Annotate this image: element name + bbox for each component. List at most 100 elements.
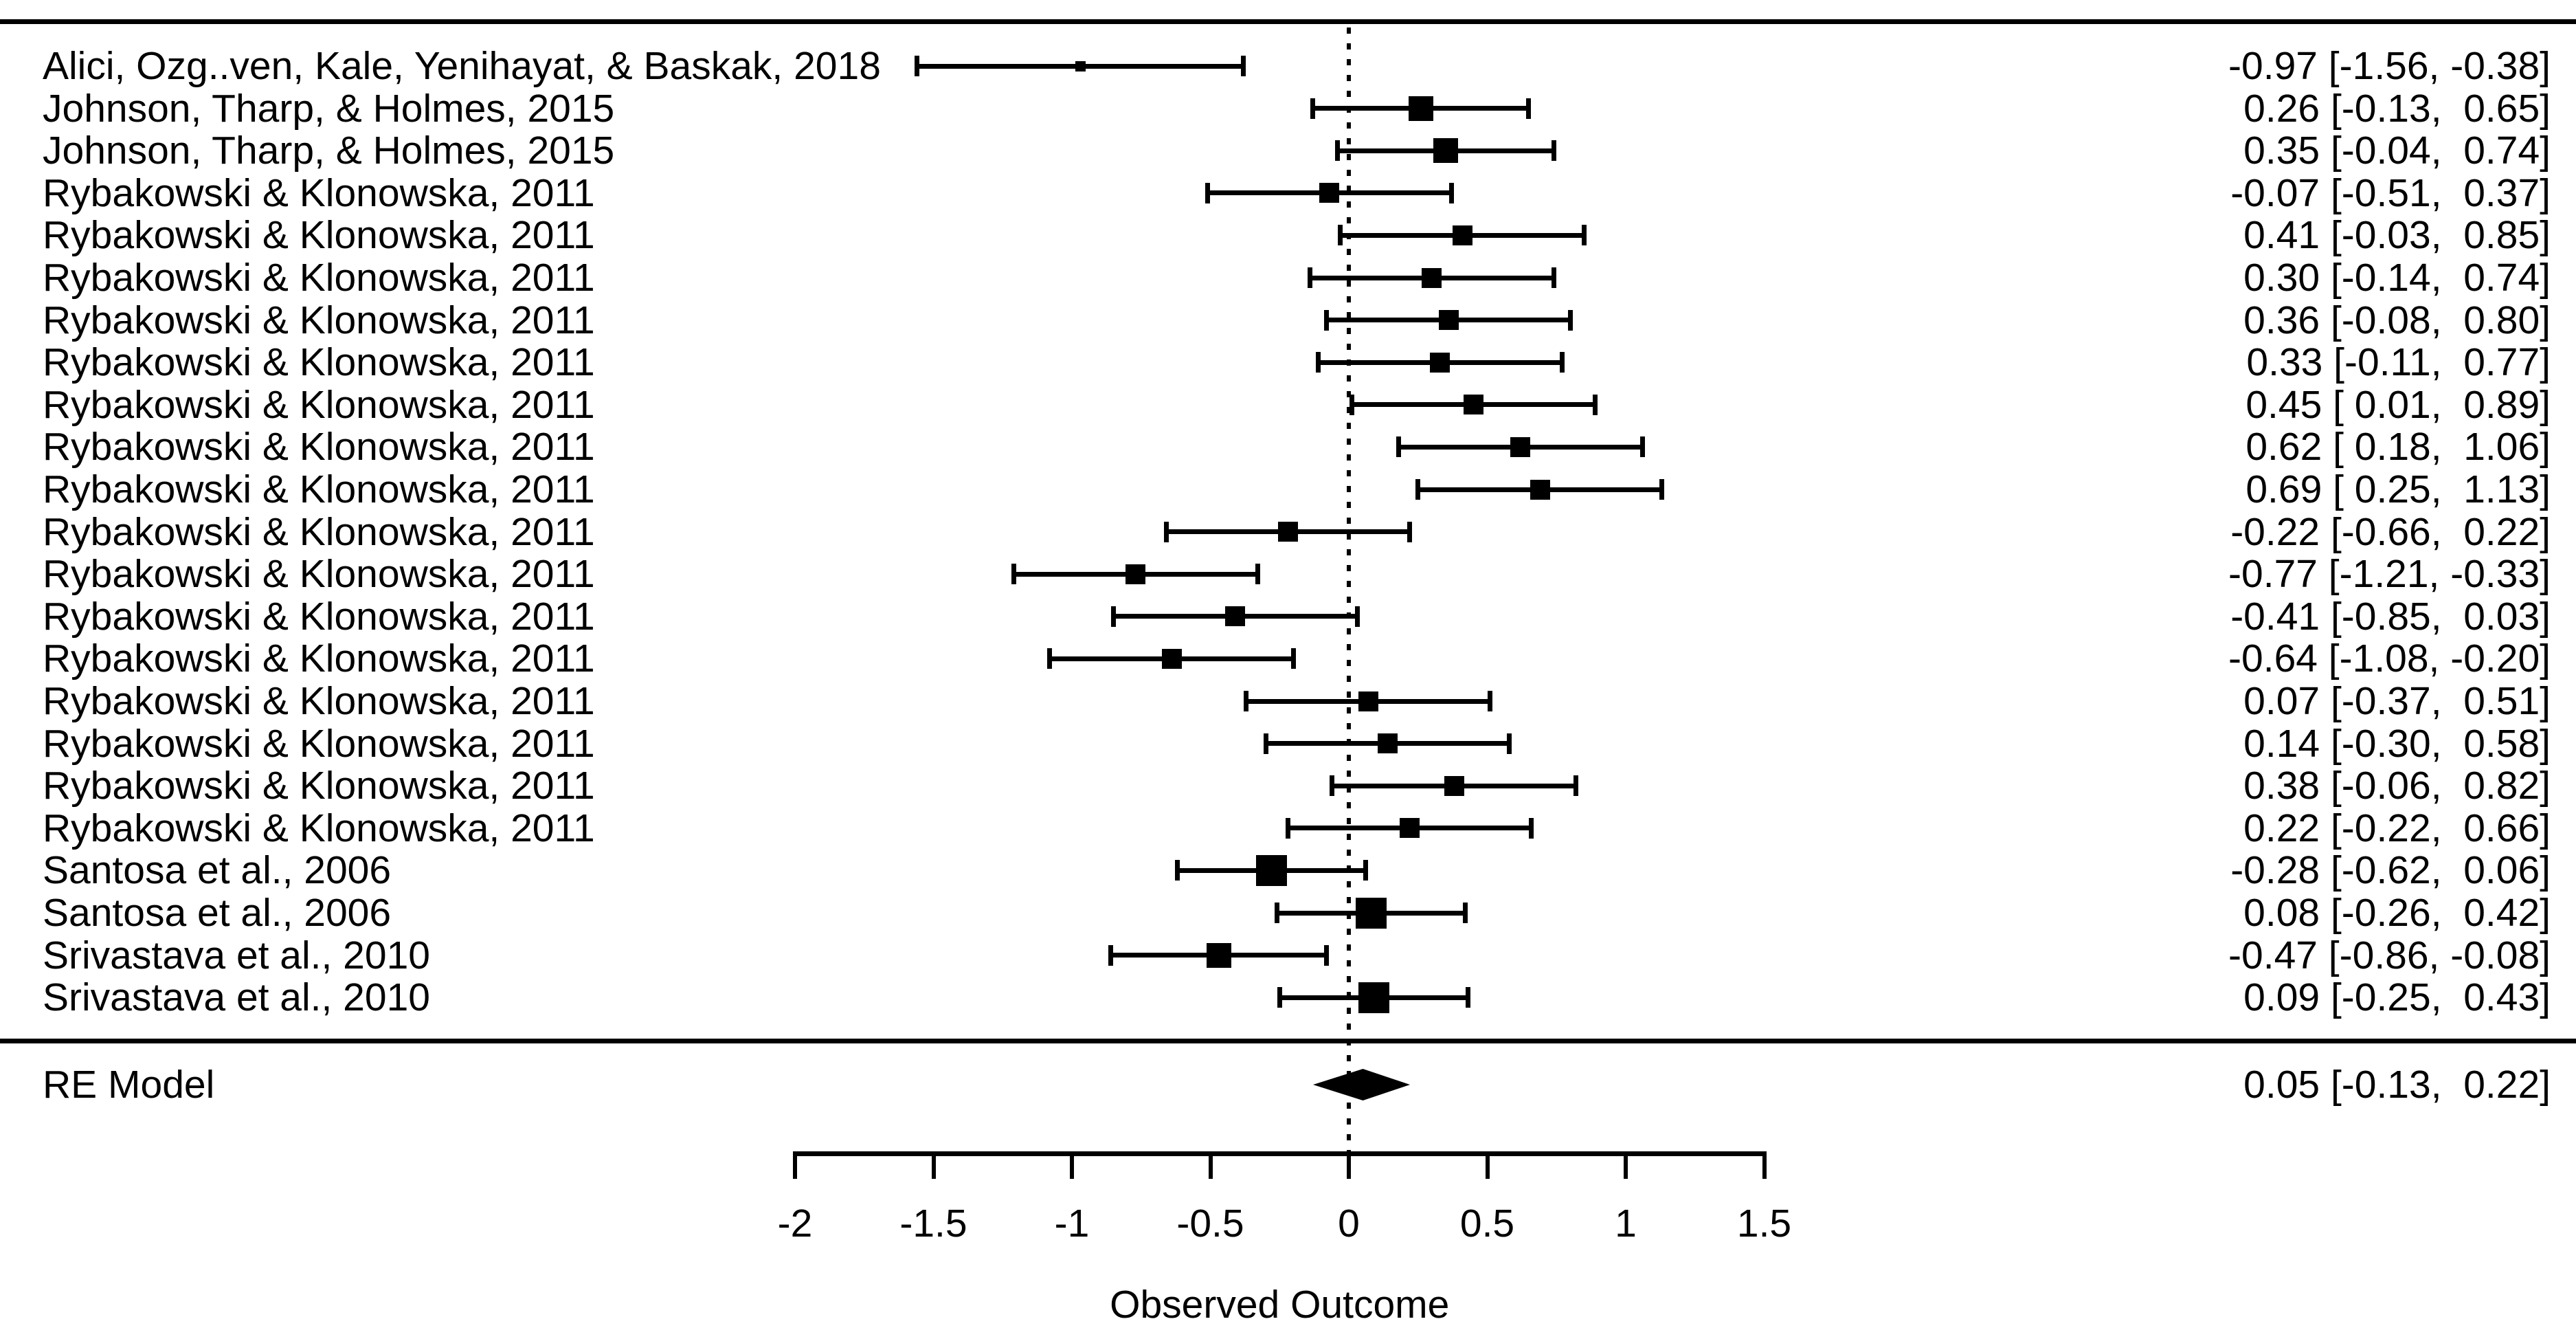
estimate-square <box>1161 648 1182 669</box>
x-axis-tick-label: 1.5 <box>1736 1202 1792 1246</box>
x-axis-tick <box>1624 1151 1628 1179</box>
ci-cap-right <box>1241 56 1246 76</box>
ci-cap-left <box>1308 267 1313 288</box>
x-axis-tick-label: 0 <box>1338 1202 1360 1246</box>
study-value: -0.77 [-1.21, -0.33] <box>2228 552 2551 597</box>
ci-cap-right <box>1465 987 1470 1008</box>
x-axis-tick <box>793 1151 797 1179</box>
estimate-square <box>1463 395 1483 415</box>
ci-cap-right <box>1551 140 1556 162</box>
ci-cap-right <box>1488 691 1493 711</box>
x-axis-title: Observed Outcome <box>1110 1283 1450 1327</box>
estimate-square <box>1510 436 1531 457</box>
ci-cap-right <box>1290 648 1296 669</box>
estimate-square <box>1377 733 1398 754</box>
ci-cap-right <box>1659 479 1664 500</box>
top-rule <box>0 19 2576 24</box>
estimate-square <box>1225 606 1246 627</box>
ci-cap-left <box>1110 606 1116 627</box>
study-label: Rybakowski & Klonowska, 2011 <box>43 764 595 808</box>
ci-cap-left <box>1244 691 1249 711</box>
x-axis-tick-label: -1.5 <box>899 1202 967 1246</box>
estimate-square <box>1358 691 1378 711</box>
ci-cap-left <box>1310 98 1316 119</box>
study-value: -0.28 [-0.62, 0.06] <box>2230 848 2551 893</box>
ci-cap-right <box>1582 225 1587 246</box>
ci-cap-left <box>1108 944 1113 966</box>
estimate-square <box>1358 982 1389 1013</box>
ci-cap-right <box>1255 564 1260 585</box>
study-label: Rybakowski & Klonowska, 2011 <box>43 594 595 639</box>
ci-cap-left <box>1324 309 1330 331</box>
ci-cap-right <box>1559 352 1565 373</box>
estimate-square <box>1400 818 1420 839</box>
study-value: -0.41 [-0.85, 0.03] <box>2230 594 2551 639</box>
x-axis-tick <box>1347 1151 1351 1179</box>
estimate-square <box>1075 60 1086 71</box>
study-label: Rybakowski & Klonowska, 2011 <box>43 637 595 681</box>
study-label: Rybakowski & Klonowska, 2011 <box>43 298 595 342</box>
x-axis-tick <box>931 1151 936 1179</box>
estimate-square <box>1408 96 1433 121</box>
ci-cap-right <box>1567 309 1573 331</box>
study-label: Johnson, Tharp, & Holmes, 2015 <box>43 129 615 173</box>
ci-cap-left <box>914 56 919 76</box>
ci-cap-left <box>1274 903 1279 923</box>
estimate-square <box>1255 854 1287 886</box>
ci-cap-right <box>1593 394 1598 415</box>
x-axis-tick-label: -1 <box>1054 1202 1090 1246</box>
ci-cap-left <box>1047 648 1053 669</box>
x-axis-tick-label: -0.5 <box>1176 1202 1244 1246</box>
study-value: 0.30 [-0.14, 0.74] <box>2243 256 2551 300</box>
ci-cap-left <box>1174 860 1180 881</box>
x-axis-tick <box>1208 1151 1213 1179</box>
ci-cap-left <box>1285 817 1290 839</box>
estimate-square <box>1355 897 1387 929</box>
study-value: 0.38 [-0.06, 0.82] <box>2243 764 2551 808</box>
study-value: 0.08 [-0.26, 0.42] <box>2243 891 2551 935</box>
ci-cap-right <box>1573 775 1578 797</box>
summary-value: 0.05 [-0.13, 0.22] <box>2243 1063 2551 1107</box>
study-value: -0.97 [-1.56, -0.38] <box>2228 44 2551 88</box>
study-value: 0.35 [-0.04, 0.74] <box>2243 129 2551 173</box>
ci-cap-left <box>1330 775 1335 797</box>
ci-cap-right <box>1529 817 1534 839</box>
x-axis-line <box>795 1151 1765 1156</box>
ci-cap-left <box>1263 733 1268 754</box>
ci-cap-left <box>1338 225 1343 246</box>
study-value: -0.22 [-0.66, 0.22] <box>2230 509 2551 554</box>
study-value: -0.64 [-1.08, -0.20] <box>2228 637 2551 681</box>
study-label: Rybakowski & Klonowska, 2011 <box>43 213 595 258</box>
study-label: Rybakowski & Klonowska, 2011 <box>43 467 595 511</box>
estimate-square <box>1452 225 1472 245</box>
study-value: 0.14 [-0.30, 0.58] <box>2243 721 2551 766</box>
study-label: Rybakowski & Klonowska, 2011 <box>43 170 595 215</box>
study-label: Rybakowski & Klonowska, 2011 <box>43 552 595 597</box>
study-label: Santosa et al., 2006 <box>43 848 392 893</box>
ci-cap-right <box>1407 521 1413 542</box>
ci-cap-left <box>1396 436 1402 458</box>
estimate-square <box>1125 564 1146 584</box>
study-label: Rybakowski & Klonowska, 2011 <box>43 256 595 300</box>
study-value: 0.07 [-0.37, 0.51] <box>2243 679 2551 723</box>
ci-cap-left <box>1316 352 1321 373</box>
x-axis-tick <box>1762 1151 1767 1179</box>
ci-cap-right <box>1507 733 1512 754</box>
study-label: Rybakowski & Klonowska, 2011 <box>43 340 595 385</box>
study-label: Santosa et al., 2006 <box>43 891 392 935</box>
study-label: Srivastava et al., 2010 <box>43 975 430 1020</box>
ci-cap-left <box>1335 140 1341 162</box>
ci-cap-right <box>1363 860 1368 881</box>
study-label: Srivastava et al., 2010 <box>43 933 430 977</box>
study-value: -0.07 [-0.51, 0.37] <box>2230 170 2551 215</box>
estimate-square <box>1430 352 1451 373</box>
ci-cap-left <box>1011 564 1016 585</box>
ci-cap-right <box>1462 903 1468 923</box>
study-value: -0.47 [-0.86, -0.08] <box>2228 933 2551 977</box>
study-value: 0.69 [ 0.25, 1.13] <box>2245 467 2551 511</box>
estimate-square <box>1444 775 1464 796</box>
x-axis-tick <box>1070 1151 1074 1179</box>
estimate-square <box>1530 479 1550 500</box>
summary-separator-rule <box>0 1039 2576 1043</box>
ci-cap-right <box>1639 436 1645 458</box>
